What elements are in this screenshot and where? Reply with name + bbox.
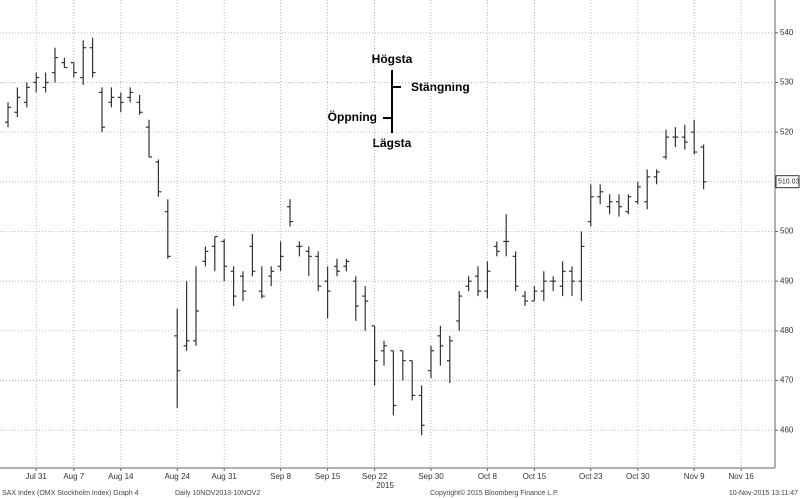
y-tick-label: 460	[780, 425, 794, 434]
y-tick-label: 480	[780, 326, 794, 335]
x-tick-label: Oct 8	[478, 472, 498, 481]
x-tick-label: Oct 30	[626, 472, 650, 481]
last-price-box	[775, 175, 800, 189]
legend-close: Stängning	[411, 80, 470, 94]
y-tick-label: 490	[780, 276, 794, 285]
x-tick-label: Nov 16	[729, 472, 755, 481]
x-tick-label: Aug 7	[63, 472, 84, 481]
footer-copyright: Copyright© 2015 Bloomberg Finance L.P.	[430, 489, 559, 497]
legend-open: Öppning	[328, 109, 377, 124]
x-tick-label: Oct 23	[579, 472, 603, 481]
x-tick-label: Sep 15	[315, 472, 341, 481]
x-tick-label: Sep 30	[418, 472, 444, 481]
x-tick-label: Sep 8	[270, 472, 291, 481]
x-tick-label: Nov 9	[684, 472, 705, 481]
year-label: 2015	[376, 481, 394, 490]
x-tick-label: Aug 24	[165, 472, 191, 481]
footer-left: SAX Index (OMX Stockholm Index) Graph 4	[2, 490, 139, 497]
y-tick-label: 520	[780, 127, 794, 136]
x-tick-label: Aug 31	[212, 472, 238, 481]
footer-range: Daily 10NOV2013-10NOV2	[175, 490, 260, 497]
x-tick-label: Oct 15	[523, 472, 547, 481]
y-tick-label: 500	[780, 227, 794, 236]
legend: Högsta Stängning Öppning Lägsta	[328, 52, 470, 150]
y-tick-label: 530	[780, 78, 794, 87]
x-tick-label: Jul 31	[26, 472, 48, 481]
last-price-label: 510.03	[778, 179, 800, 186]
legend-high: Högsta	[372, 52, 413, 66]
y-tick-label: 470	[780, 376, 794, 385]
x-tick-label: Sep 22	[362, 472, 388, 481]
footer-timestamp: 10-Nov-2015 13:11:47	[729, 490, 798, 497]
x-tick-label: Aug 14	[108, 472, 134, 481]
y-tick-label: 540	[780, 28, 794, 37]
legend-low: Lägsta	[373, 136, 412, 150]
